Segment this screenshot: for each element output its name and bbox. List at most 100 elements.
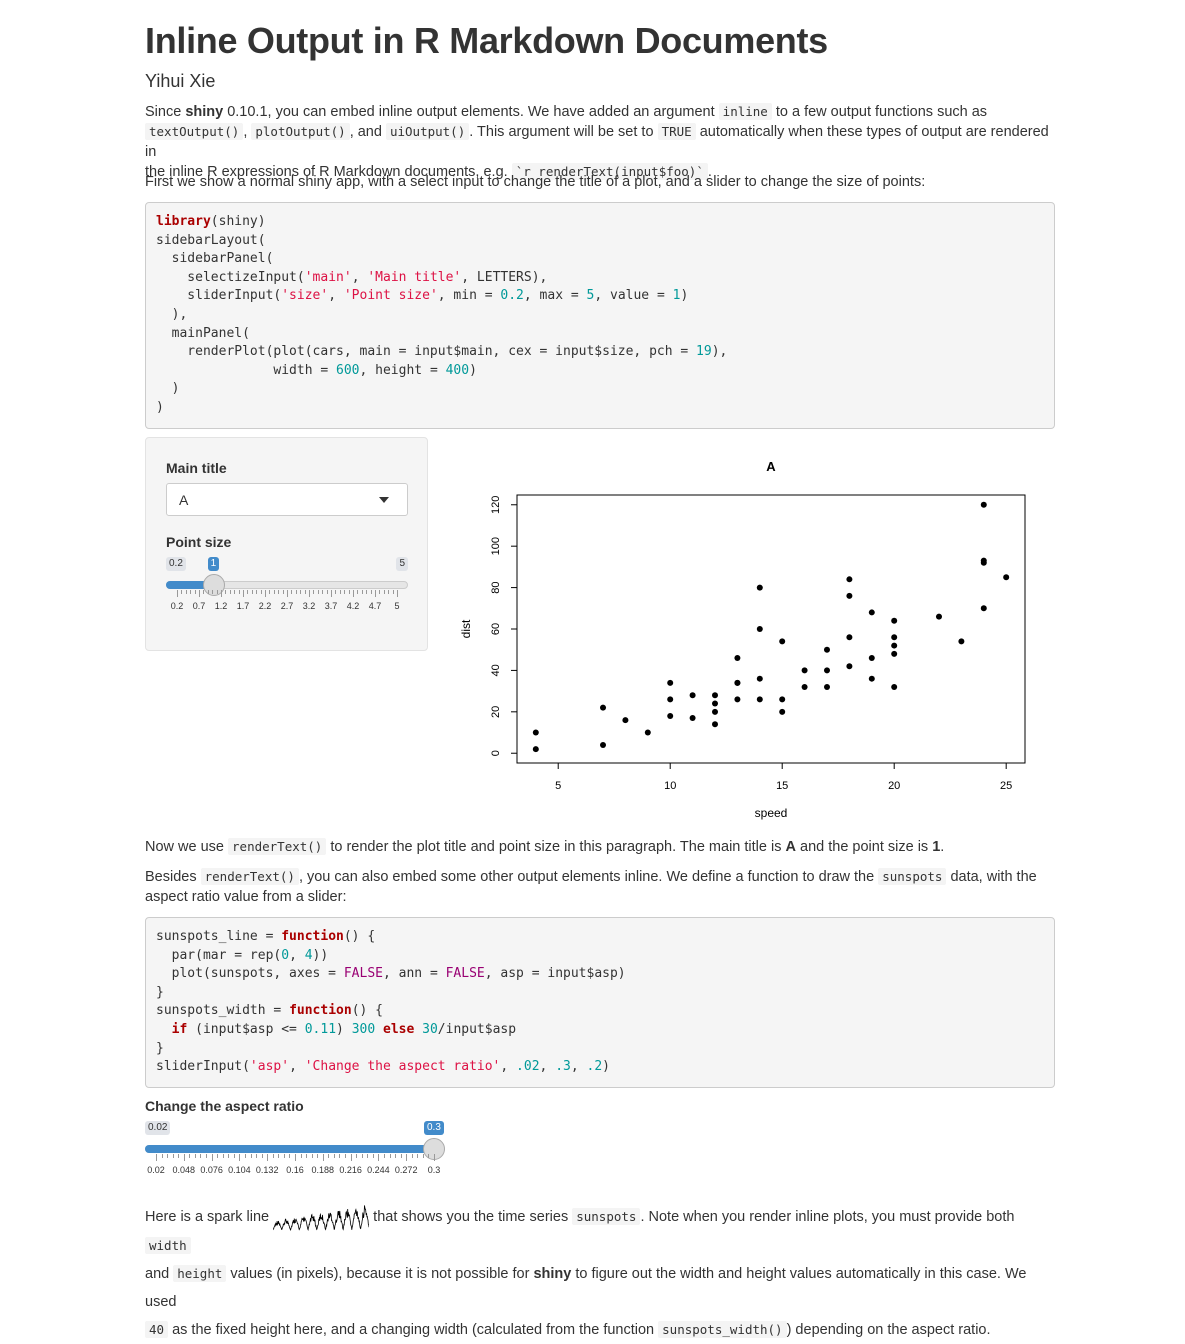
slider-tick-label: 0.272 — [394, 1165, 418, 1175]
data-point — [689, 715, 696, 722]
slider-tick — [269, 590, 271, 594]
paragraph-3: Now we use renderText() to render the pl… — [145, 837, 1055, 857]
data-point — [823, 667, 830, 674]
slider-tick-label: 0.2 — [170, 601, 184, 611]
data-point — [756, 584, 763, 591]
data-point — [935, 613, 942, 620]
slider-tick-label: 3.2 — [302, 601, 316, 611]
slider-tick — [222, 1154, 224, 1158]
slider-tick — [328, 1154, 330, 1158]
text: to render the plot title and point size … — [326, 839, 786, 855]
slider-tick — [295, 590, 297, 594]
slider-tick — [306, 1154, 308, 1158]
text: automatically when these types of output… — [145, 124, 1049, 160]
plot-frame — [516, 494, 1026, 764]
slider-value-badge: 1 — [207, 557, 220, 571]
slider-tick — [300, 1154, 302, 1158]
text: the inline R expressions of R Markdown d… — [145, 164, 512, 180]
slider-tick — [350, 1154, 352, 1161]
main-title-value: A — [179, 492, 189, 508]
point-size-label: Point size — [166, 534, 232, 550]
main-title-select[interactable]: A — [166, 483, 408, 516]
text: shiny — [533, 1266, 572, 1282]
aspect-ratio-slider[interactable]: 0.02 0.3 0.02 0.048 0.076 0.104 0.132 0.16 0.1… — [145, 1120, 445, 1180]
data-point — [779, 708, 786, 715]
text: ) depending on the aspect ratio. — [786, 1322, 991, 1338]
data-point — [891, 683, 898, 690]
slider-tick — [353, 590, 354, 597]
intro-paragraph: Since shiny 0.10.1, you can embed inline… — [145, 102, 1055, 182]
text: to a few output functions such as — [771, 104, 988, 120]
code: inline — [718, 103, 772, 120]
slider-tick — [225, 590, 227, 594]
slider-tick — [361, 590, 363, 594]
slider-tick — [388, 590, 390, 594]
slider-tick — [250, 1154, 252, 1158]
slider-fill — [145, 1145, 434, 1153]
slider-tick — [370, 590, 372, 594]
data-point — [712, 708, 719, 715]
slider-tick — [400, 1154, 402, 1158]
slider-tick-label: 3.7 — [324, 601, 338, 611]
slider-tick — [357, 590, 359, 594]
slider-tick — [199, 590, 200, 597]
inline-point-size: 1 — [932, 839, 941, 855]
slider-tick — [229, 590, 231, 594]
slider-tick — [260, 590, 262, 594]
code: sunspots_width() — [658, 1321, 787, 1338]
data-point — [779, 696, 786, 703]
point-size-slider[interactable]: 0.2 5 1 0.2 0.7 1.2 1.7 2.2 2.7 3.2 3.7 4.2 4.7 5 — [166, 556, 408, 616]
slider-tick — [383, 1154, 385, 1158]
y-tick-label: 80 — [490, 581, 502, 593]
slider-tick — [278, 1154, 280, 1158]
code: TRUE — [657, 123, 696, 140]
x-tick-label: 20 — [888, 780, 900, 792]
slider-tick — [317, 590, 319, 594]
data-point — [712, 692, 719, 699]
data-point — [667, 679, 674, 686]
text: . This argument will be set to — [469, 124, 658, 140]
text: , you can also embed some other output e… — [298, 869, 879, 885]
slider-tick — [326, 590, 328, 594]
slider-ticks: 0.2 0.7 1.2 1.7 2.2 2.7 3.2 3.7 4.2 4.7 5 — [166, 556, 408, 616]
text: . Note when you render inline plots, you… — [640, 1208, 1015, 1225]
data-point — [958, 638, 965, 645]
slider-tick — [282, 590, 284, 594]
slider-tick — [428, 1154, 430, 1158]
data-point — [846, 663, 853, 670]
slider-tick — [339, 590, 341, 594]
slider-tick — [422, 1154, 424, 1158]
slider-tick — [389, 1154, 391, 1158]
slider-tick — [397, 590, 398, 597]
slider-tick — [322, 1154, 324, 1161]
slider-tick — [379, 590, 381, 594]
x-tick-label: 5 — [555, 780, 561, 792]
slider-tick — [348, 590, 350, 594]
text: , and — [349, 124, 386, 140]
slider-tick — [411, 1154, 413, 1158]
code: height — [173, 1265, 227, 1282]
slider-tick — [383, 590, 385, 594]
slider-tick — [283, 1154, 285, 1158]
slider-tick — [194, 590, 196, 594]
code: renderText() — [228, 838, 327, 855]
x-tick-label: 15 — [776, 780, 788, 792]
slider-tick-label: 0.104 — [228, 1165, 251, 1175]
data-point — [846, 592, 853, 599]
slider-tick — [189, 1154, 191, 1158]
slider-tick — [304, 590, 306, 594]
slider-tick — [247, 590, 249, 594]
slider-min-badge: 0.2 — [166, 557, 186, 571]
slider-tick — [194, 1154, 196, 1158]
slider-tick — [207, 590, 209, 594]
data-point — [734, 654, 741, 661]
slider-tick — [344, 590, 346, 594]
data-point — [600, 741, 607, 748]
slider-tick — [185, 590, 187, 594]
data-point — [667, 696, 674, 703]
code: renderText() — [200, 868, 299, 885]
text: Besides — [145, 869, 201, 885]
slider-tick — [434, 1154, 435, 1161]
slider-tick — [256, 1154, 258, 1158]
